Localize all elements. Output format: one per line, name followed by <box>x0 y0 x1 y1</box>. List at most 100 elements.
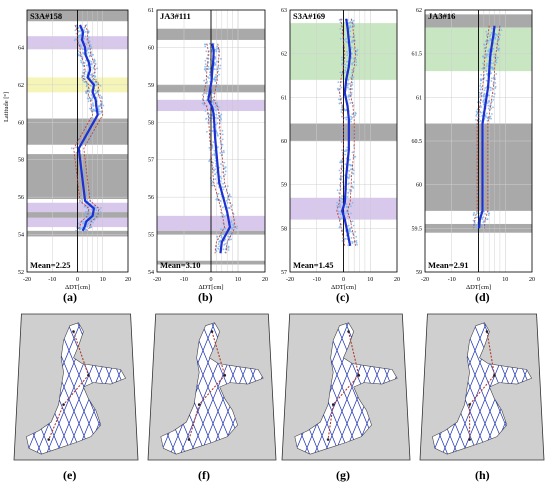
y-tick-label: 60 <box>18 120 24 126</box>
data-point <box>212 141 215 143</box>
data-point <box>337 210 340 213</box>
data-point <box>349 158 351 161</box>
data-point <box>216 122 219 125</box>
data-point <box>83 61 86 64</box>
data-point <box>209 71 211 74</box>
data-point <box>213 149 216 152</box>
track-descending <box>0 314 14 460</box>
data-point <box>219 67 221 70</box>
data-point <box>492 106 494 109</box>
data-point <box>492 98 495 101</box>
data-point <box>204 66 207 68</box>
data-point <box>81 48 84 50</box>
data-point <box>472 214 475 217</box>
data-point <box>489 89 492 91</box>
data-point <box>83 75 86 78</box>
data-point <box>82 64 85 67</box>
data-point <box>489 86 492 89</box>
data-point <box>94 63 97 66</box>
data-point <box>77 53 80 56</box>
data-point <box>353 48 355 51</box>
data-point <box>204 63 207 66</box>
data-point <box>215 74 217 76</box>
data-point <box>224 227 227 230</box>
data-point <box>97 108 100 111</box>
data-point <box>214 159 217 162</box>
data-point <box>473 211 476 214</box>
coast-track-line <box>188 331 226 440</box>
data-point <box>485 69 488 72</box>
data-point <box>351 36 354 39</box>
data-point <box>86 97 89 100</box>
coast-point <box>357 374 361 377</box>
data-point <box>490 80 493 82</box>
data-point <box>221 186 224 189</box>
data-point <box>221 138 224 141</box>
data-point <box>350 230 352 233</box>
data-point <box>479 207 482 209</box>
data-point <box>346 54 349 56</box>
data-point <box>344 237 347 240</box>
data-point <box>338 204 341 207</box>
data-point <box>345 205 348 208</box>
data-point <box>350 120 352 123</box>
y-tick-label: 57 <box>281 270 287 276</box>
data-point <box>93 130 95 133</box>
data-point <box>214 178 217 180</box>
data-point <box>84 229 87 232</box>
data-point <box>215 250 218 252</box>
data-point <box>351 242 354 245</box>
coast-point <box>187 438 191 441</box>
data-point <box>222 149 225 152</box>
data-point <box>222 188 225 191</box>
mean-profile-line <box>341 18 352 247</box>
data-point <box>213 68 216 70</box>
data-point <box>208 42 211 45</box>
data-point <box>340 56 343 59</box>
x-tick-label: -10 <box>448 277 456 283</box>
data-point <box>482 221 485 224</box>
data-point <box>204 45 207 48</box>
data-point <box>349 30 352 33</box>
data-point <box>219 163 222 166</box>
data-point <box>91 97 94 99</box>
data-point <box>484 224 487 227</box>
data-point <box>215 68 218 71</box>
data-point <box>222 213 225 216</box>
data-point <box>471 224 474 227</box>
data-point <box>94 76 96 78</box>
data-point <box>81 62 84 65</box>
data-point <box>218 245 221 248</box>
data-point <box>208 74 211 76</box>
data-point <box>339 176 342 179</box>
plot-frame <box>289 9 398 273</box>
data-point <box>341 149 343 152</box>
data-point <box>228 194 231 197</box>
data-point <box>474 146 477 149</box>
data-point <box>492 83 495 86</box>
mission-label: JA3#16 <box>428 11 455 21</box>
data-point <box>220 211 222 214</box>
data-point <box>96 67 98 70</box>
data-point <box>211 100 214 102</box>
data-point <box>85 43 88 46</box>
data-point <box>336 201 338 204</box>
data-point <box>81 56 84 58</box>
data-point <box>80 61 83 64</box>
data-point <box>222 233 225 236</box>
data-point <box>213 64 216 67</box>
data-point <box>345 149 347 151</box>
data-point <box>94 89 97 92</box>
data-point <box>490 66 493 68</box>
data-point <box>352 104 355 107</box>
plot-frame <box>156 9 266 273</box>
data-point <box>97 107 100 109</box>
data-point <box>351 185 354 188</box>
data-point <box>223 243 226 246</box>
mean-label: Mean=1.45 <box>293 260 334 270</box>
data-point <box>220 236 223 239</box>
map-h <box>419 313 545 461</box>
caption-f: (f) <box>198 468 210 482</box>
data-point <box>214 76 217 78</box>
data-point <box>224 238 227 241</box>
